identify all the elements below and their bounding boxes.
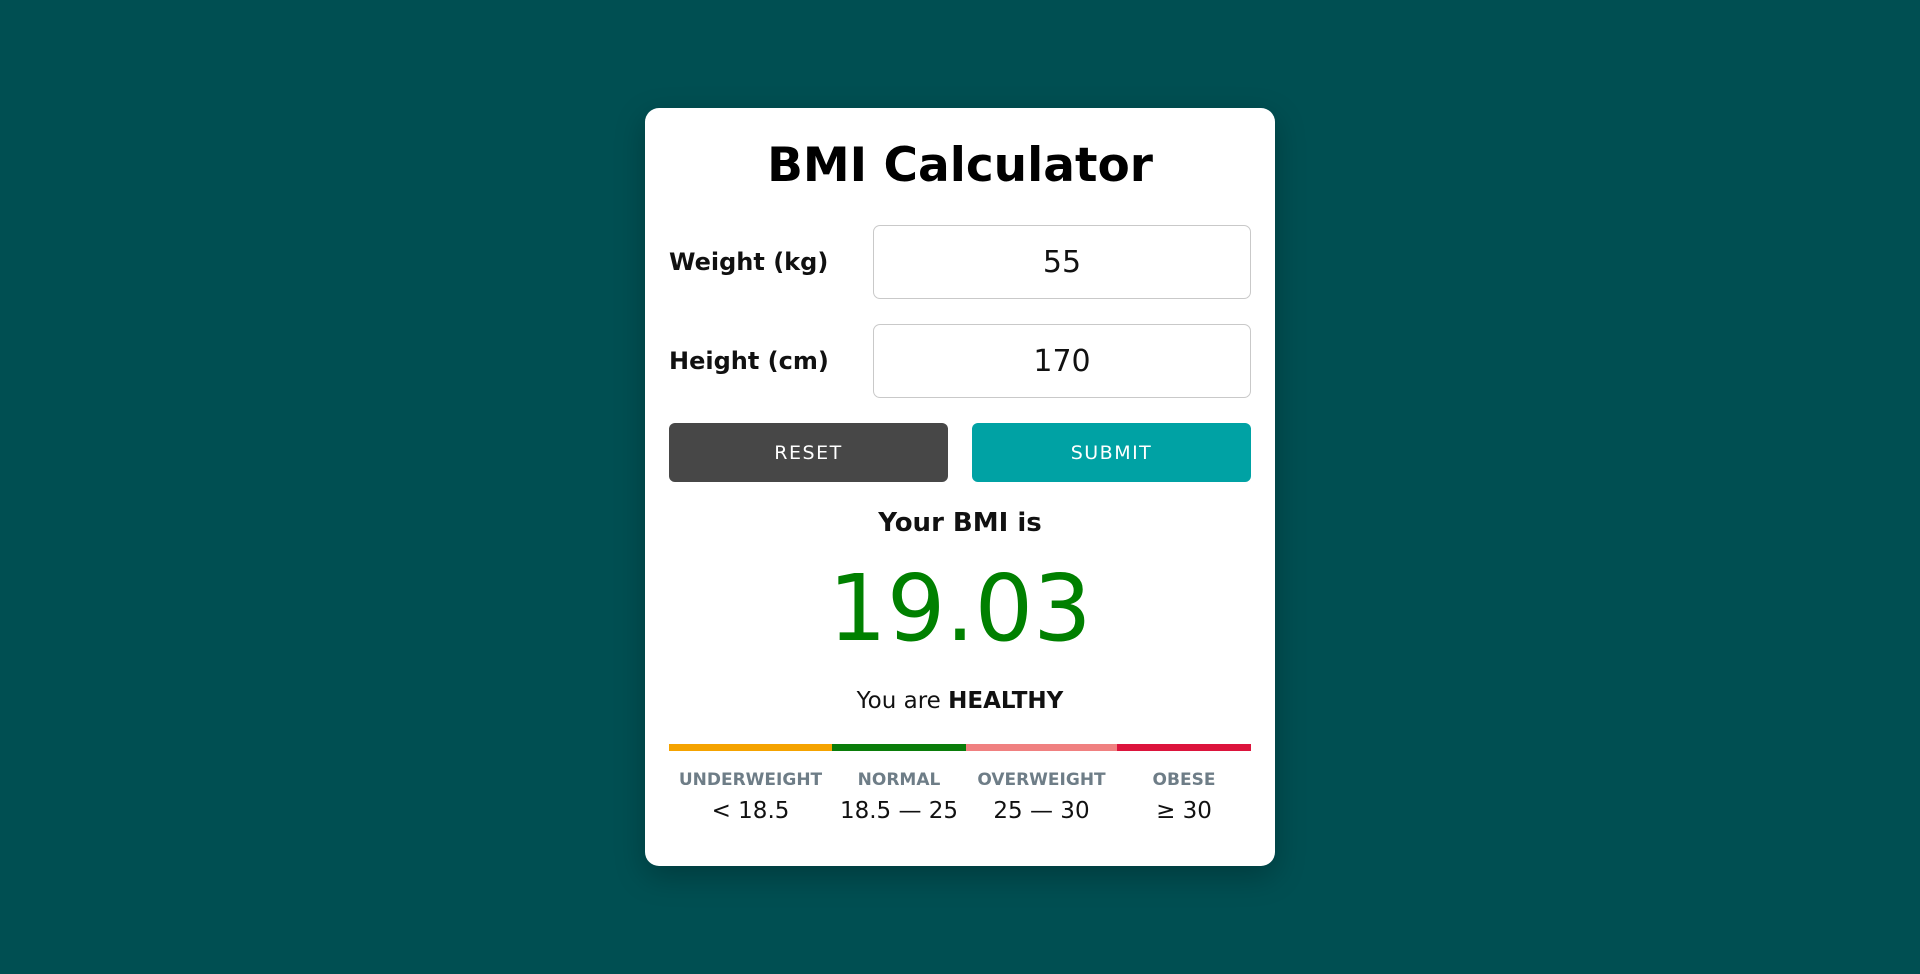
scale-bar-normal — [832, 744, 966, 751]
scale-bar-underweight — [669, 744, 832, 751]
weight-input[interactable] — [873, 225, 1251, 299]
status-text: You are HEALTHY — [645, 688, 1275, 714]
scale-range-overweight: 25 — 30 — [993, 798, 1090, 824]
bmi-value: 19.03 — [828, 555, 1092, 662]
scale-category-normal: NORMAL — [857, 770, 941, 790]
submit-button[interactable]: SUBMIT — [972, 423, 1251, 482]
weight-row: Weight (kg) — [669, 225, 1251, 299]
page-title: BMI Calculator — [767, 138, 1153, 193]
scale-obese: OBESE ≥ 30 — [1117, 744, 1251, 824]
bmi-scale: UNDERWEIGHT < 18.5 NORMAL 18.5 — 25 OVER… — [669, 744, 1251, 824]
scale-bar-overweight — [966, 744, 1117, 751]
height-row: Height (cm) — [669, 324, 1251, 398]
scale-category-underweight: UNDERWEIGHT — [678, 770, 823, 790]
scale-range-normal: 18.5 — 25 — [839, 798, 959, 824]
weight-label: Weight (kg) — [669, 248, 829, 276]
scale-underweight: UNDERWEIGHT < 18.5 — [669, 744, 832, 824]
bmi-card: BMI Calculator Weight (kg) Height (cm) R… — [645, 108, 1275, 866]
height-input[interactable] — [873, 324, 1251, 398]
height-label: Height (cm) — [669, 347, 829, 375]
result-label: Your BMI is — [878, 508, 1042, 538]
scale-range-underweight: < 18.5 — [711, 798, 790, 824]
scale-range-obese: ≥ 30 — [1156, 798, 1212, 824]
status-prefix: You are — [856, 688, 941, 714]
scale-category-overweight: OVERWEIGHT — [977, 770, 1106, 790]
reset-button[interactable]: RESET — [669, 423, 948, 482]
scale-overweight: OVERWEIGHT 25 — 30 — [966, 744, 1117, 824]
status-value: HEALTHY — [948, 688, 1064, 714]
scale-category-obese: OBESE — [1152, 770, 1216, 790]
scale-normal: NORMAL 18.5 — 25 — [832, 744, 966, 824]
scale-bar-obese — [1117, 744, 1251, 751]
